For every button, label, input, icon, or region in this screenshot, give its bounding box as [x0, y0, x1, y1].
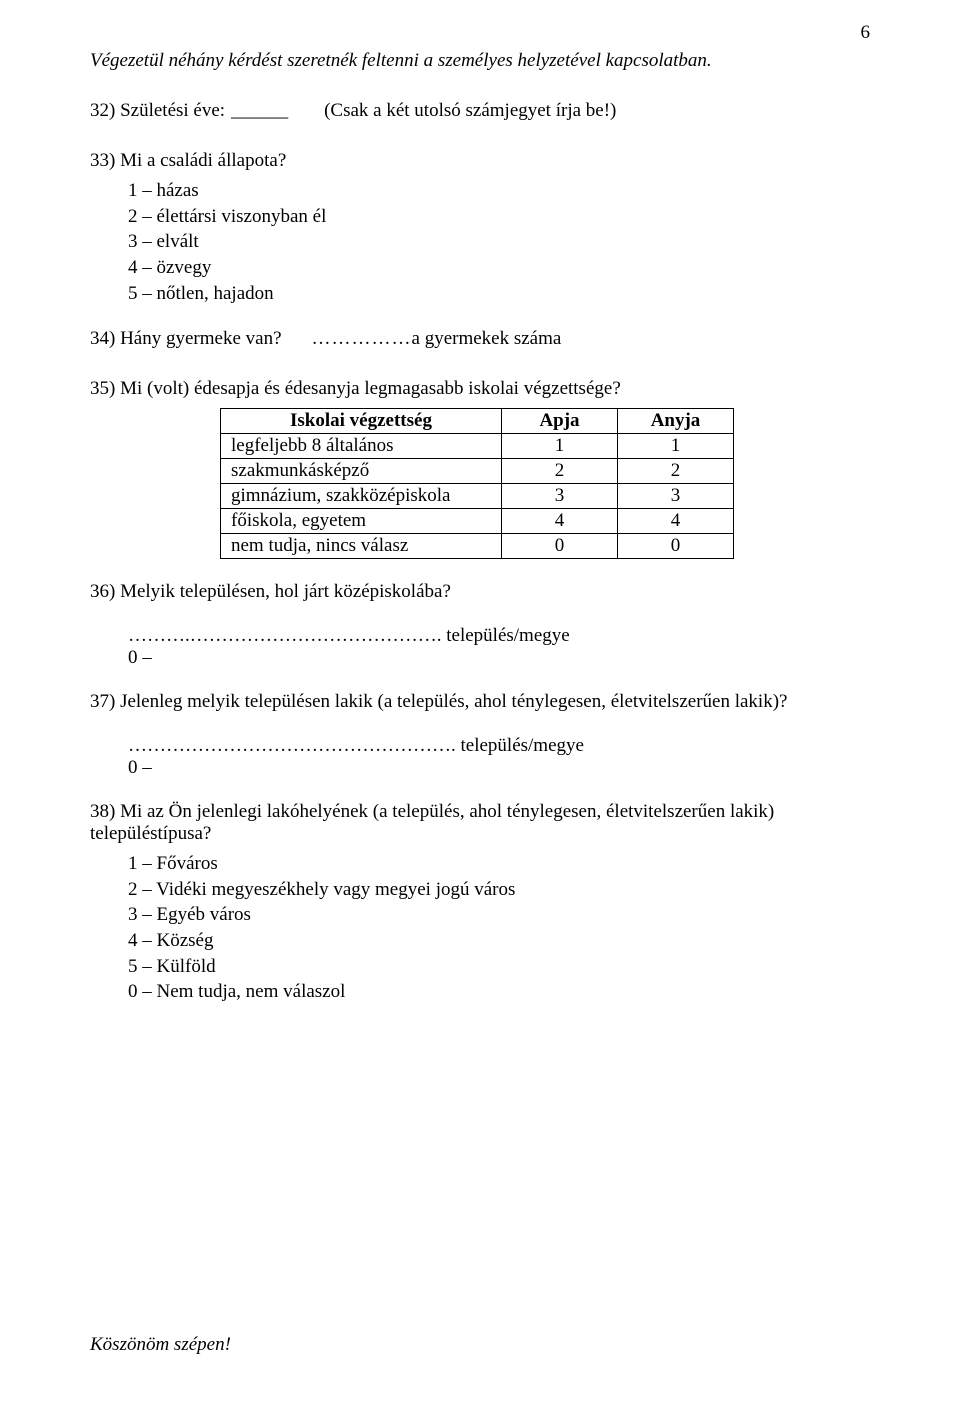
table-header: Apja: [502, 409, 618, 434]
table-cell: 3: [618, 484, 734, 509]
q34-label: 34) Hány gyermeke van?: [90, 328, 282, 350]
table-cell: 0: [502, 534, 618, 559]
page-number: 6: [861, 22, 871, 44]
q34-dots: ……………: [312, 328, 412, 350]
q33-opt: 1 – házas: [128, 178, 870, 204]
q33-label: 33) Mi a családi állapota?: [90, 150, 870, 172]
table-row: főiskola, egyetem 4 4: [221, 509, 734, 534]
q35-label: 35) Mi (volt) édesapja és édesanyja legm…: [90, 378, 870, 400]
q33-opt: 4 – özvegy: [128, 255, 870, 281]
table-cell: 4: [618, 509, 734, 534]
table-cell: 1: [502, 434, 618, 459]
table-row: legfeljebb 8 általános 1 1: [221, 434, 734, 459]
table-cell: 0: [618, 534, 734, 559]
table-cell: 4: [502, 509, 618, 534]
table-header: Anyja: [618, 409, 734, 434]
q37-label: 37) Jelenleg melyik településen lakik (a…: [90, 691, 870, 713]
table-cell: 2: [502, 459, 618, 484]
q32-label: 32) Születési éve:: [90, 100, 225, 122]
questionnaire-page: 6 Végezetül néhány kérdést szeretnék fel…: [0, 0, 960, 1410]
table-row: nem tudja, nincs válasz 0 0: [221, 534, 734, 559]
q38-label: 38) Mi az Ön jelenlegi lakóhelyének (a t…: [90, 801, 870, 845]
q37-zero: 0 –: [128, 757, 870, 779]
table-row: Iskolai végzettség Apja Anyja: [221, 409, 734, 434]
table-row: gimnázium, szakközépiskola 3 3: [221, 484, 734, 509]
q38-opt: 2 – Vidéki megyeszékhely vagy megyei jog…: [128, 877, 870, 903]
q32: 32) Születési éve: ______ (Csak a két ut…: [90, 100, 870, 122]
table-cell: legfeljebb 8 általános: [221, 434, 502, 459]
q33-opt: 5 – nőtlen, hajadon: [128, 281, 870, 307]
table-cell: gimnázium, szakközépiskola: [221, 484, 502, 509]
q33-opt: 3 – elvált: [128, 229, 870, 255]
q38-opt: 0 – Nem tudja, nem válaszol: [128, 979, 870, 1005]
q34-suffix: a gyermekek száma: [412, 328, 562, 350]
q38-opt: 4 – Község: [128, 928, 870, 954]
table-header: Iskolai végzettség: [221, 409, 502, 434]
table-cell: nem tudja, nincs válasz: [221, 534, 502, 559]
q32-blank: ______: [231, 100, 288, 122]
q33-options: 1 – házas 2 – élettársi viszonyban él 3 …: [128, 178, 870, 306]
q37-dotline: ……………………………………………. település/megye: [128, 735, 870, 757]
q33-opt: 2 – élettársi viszonyban él: [128, 204, 870, 230]
q38-opt: 3 – Egyéb város: [128, 902, 870, 928]
table-cell: 1: [618, 434, 734, 459]
intro-text: Végezetül néhány kérdést szeretnék felte…: [90, 50, 870, 72]
q38-options: 1 – Főváros 2 – Vidéki megyeszékhely vag…: [128, 851, 870, 1005]
table-cell: 3: [502, 484, 618, 509]
q35-table: Iskolai végzettség Apja Anyja legfeljebb…: [220, 408, 734, 559]
q32-note: (Csak a két utolsó számjegyet írja be!): [324, 100, 616, 122]
q38-opt: 1 – Főváros: [128, 851, 870, 877]
q36-label: 36) Melyik településen, hol járt középis…: [90, 581, 870, 603]
q38-opt: 5 – Külföld: [128, 954, 870, 980]
q36-dotline: ……….…………………………………. település/megye: [128, 625, 870, 647]
closing-text: Köszönöm szépen!: [90, 1334, 231, 1356]
table-row: szakmunkásképző 2 2: [221, 459, 734, 484]
q36-zero: 0 –: [128, 647, 870, 669]
q34: 34) Hány gyermeke van? …………… a gyermekek…: [90, 328, 870, 350]
table-cell: 2: [618, 459, 734, 484]
table-cell: főiskola, egyetem: [221, 509, 502, 534]
table-cell: szakmunkásképző: [221, 459, 502, 484]
